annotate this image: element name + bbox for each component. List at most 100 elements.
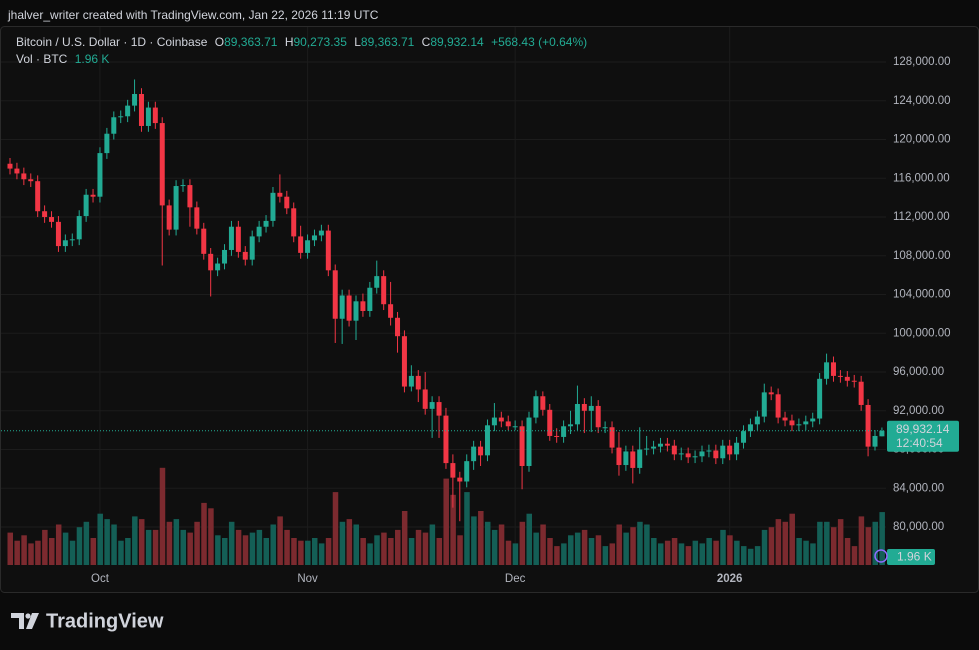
legend-value: 89,932.14 <box>430 35 484 49</box>
volume-bar <box>609 543 616 565</box>
candle-body <box>429 402 435 409</box>
volume-bar <box>865 527 872 565</box>
candle-body <box>284 196 290 209</box>
volume-bar <box>741 546 747 565</box>
candle-body <box>879 430 885 437</box>
volume-bar <box>602 546 609 565</box>
candle-body <box>401 336 407 387</box>
volume-bar <box>436 538 443 565</box>
volume-bar <box>692 540 699 565</box>
y-tick-label: 108,000.00 <box>893 250 951 262</box>
candle-body <box>7 163 13 169</box>
volume-bar <box>249 532 256 565</box>
candle-body <box>436 402 442 416</box>
x-tick-label: Nov <box>297 573 318 585</box>
volume-bar <box>761 529 768 565</box>
legend-key: O <box>215 35 224 49</box>
candle-body <box>651 446 657 449</box>
logo-mark <box>26 613 39 629</box>
candle-body <box>678 453 684 455</box>
volume-bar <box>533 532 539 565</box>
candle-body <box>408 375 414 387</box>
candle-body <box>111 117 117 134</box>
volume-bar <box>97 513 103 565</box>
candle-body <box>194 207 200 229</box>
logo-mark <box>11 613 24 629</box>
volume-bar <box>360 538 366 565</box>
candle-body <box>332 270 338 319</box>
volume-bar <box>678 543 685 565</box>
candle-body <box>796 424 802 426</box>
volume-bar <box>782 521 789 565</box>
candle-body <box>803 421 809 425</box>
candle-body <box>388 304 394 318</box>
volume-bar <box>152 529 159 565</box>
candle-body <box>464 461 470 482</box>
volume-bar <box>851 546 858 565</box>
candle-body <box>180 185 186 187</box>
y-tick-label: 92,000.00 <box>893 405 944 417</box>
candle-body <box>125 105 131 117</box>
price-tag-countdown: 12:40:54 <box>896 436 943 450</box>
price-tag-value: 89,932.14 <box>896 422 950 436</box>
candle-body <box>602 427 608 429</box>
candle-body <box>353 301 359 321</box>
volume-bar <box>720 529 726 565</box>
volume-bar <box>727 535 733 565</box>
candle-body <box>14 168 20 174</box>
candle-body <box>49 217 55 222</box>
legend-key: C <box>422 35 431 49</box>
volume-bar <box>789 513 795 565</box>
y-tick-label: 112,000.00 <box>893 211 950 223</box>
candle-body <box>630 451 636 468</box>
candle-body <box>360 301 366 311</box>
candle-body <box>159 123 165 206</box>
volume-bar <box>277 516 283 565</box>
volume-bar <box>429 524 436 565</box>
volume-bar <box>443 478 449 565</box>
candle-body <box>381 276 387 305</box>
candle-body <box>21 173 27 180</box>
volume-bar <box>568 535 574 565</box>
brand-name: TradingView <box>46 610 164 632</box>
volume-bar <box>616 524 622 565</box>
candle-body <box>713 450 719 459</box>
volume-bar <box>644 524 650 565</box>
candle-body <box>754 416 760 425</box>
candle-body <box>720 445 726 459</box>
y-tick-label: 128,000.00 <box>893 56 951 68</box>
volume-layer <box>7 467 885 565</box>
candle-body <box>55 221 61 247</box>
candle-body <box>256 226 262 237</box>
volume-bar <box>118 540 124 565</box>
volume-bar <box>478 511 484 565</box>
candle-body <box>208 253 214 271</box>
overlay-layer: OctNovDec202680,000.0084,000.0088,000.00… <box>1 56 959 585</box>
candle-body <box>270 192 276 221</box>
legend-change: +568.43 (+0.64%) <box>491 35 587 49</box>
candle-body <box>138 94 144 126</box>
candle-body <box>830 362 836 376</box>
volume-bar <box>14 540 20 565</box>
candle-body <box>851 380 857 382</box>
volume-bar <box>374 535 380 565</box>
volume-bar <box>187 532 193 565</box>
candle-body <box>395 317 401 337</box>
candle-body <box>727 445 733 455</box>
candle-body <box>685 453 691 458</box>
candle-body <box>132 94 138 106</box>
candle-body <box>222 249 228 264</box>
volume-bar <box>796 538 802 565</box>
candle-body <box>858 381 864 405</box>
volume-bar <box>519 521 526 565</box>
volume-bar <box>353 524 359 565</box>
candle-body <box>118 116 124 118</box>
candle-body <box>291 208 297 237</box>
y-tick-label: 124,000.00 <box>893 95 951 107</box>
candle-body <box>775 394 781 418</box>
candle-body <box>318 230 324 236</box>
volume-bar <box>457 535 463 565</box>
volume-bar <box>242 535 249 565</box>
legend-value: 89,363.71 <box>361 35 415 49</box>
candle-body <box>872 435 878 447</box>
